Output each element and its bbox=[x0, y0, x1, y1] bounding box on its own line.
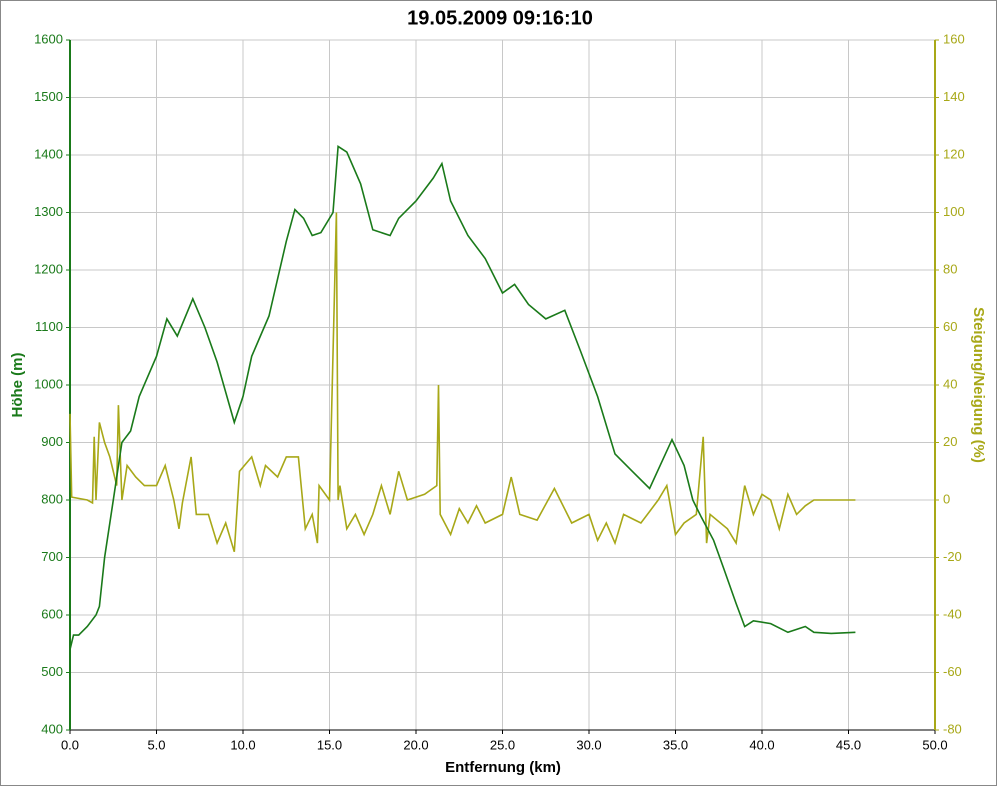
x-axis-label: Entfernung (km) bbox=[445, 759, 561, 776]
y2-tick-label: -80 bbox=[943, 721, 962, 736]
x-tick-label: 45.0 bbox=[836, 737, 861, 752]
x-tick-label: 15.0 bbox=[317, 737, 342, 752]
x-tick-label: 25.0 bbox=[490, 737, 515, 752]
y-tick-label: 700 bbox=[41, 549, 63, 564]
y-tick-label: 900 bbox=[41, 434, 63, 449]
y2-tick-label: 140 bbox=[943, 89, 965, 104]
y2-tick-label: 40 bbox=[943, 376, 957, 391]
y2-tick-label: 80 bbox=[943, 261, 957, 276]
y-tick-label: 1500 bbox=[34, 89, 63, 104]
x-tick-label: 10.0 bbox=[230, 737, 255, 752]
chart-title: 19.05.2009 09:16:10 bbox=[407, 7, 593, 29]
x-tick-label: 50.0 bbox=[922, 737, 947, 752]
y2-tick-label: 0 bbox=[943, 491, 950, 506]
y2-tick-label: 120 bbox=[943, 146, 965, 161]
x-tick-label: 35.0 bbox=[663, 737, 688, 752]
y-tick-label: 800 bbox=[41, 491, 63, 506]
x-tick-label: 20.0 bbox=[403, 737, 428, 752]
y-tick-label: 500 bbox=[41, 664, 63, 679]
data-line bbox=[69, 144, 856, 650]
y-tick-label: 1100 bbox=[35, 319, 63, 334]
x-tick-label: 30.0 bbox=[576, 737, 601, 752]
y2-tick-label: 60 bbox=[943, 319, 957, 334]
y-axis-label: Höhe (m) bbox=[9, 353, 26, 418]
x-tick-label: 40.0 bbox=[749, 737, 774, 752]
y2-tick-label: -40 bbox=[943, 606, 962, 621]
y2-tick-label: 20 bbox=[943, 434, 957, 449]
y-tick-label: 1200 bbox=[34, 261, 63, 276]
y-tick-label: 400 bbox=[41, 721, 63, 736]
y-tick-label: 1300 bbox=[34, 204, 63, 219]
y2-axis-label: Steigung/Neigung (%) bbox=[970, 307, 987, 463]
y-tick-label: 1000 bbox=[34, 376, 63, 391]
x-tick-label: 0.0 bbox=[61, 737, 79, 752]
y2-tick-label: -60 bbox=[943, 664, 962, 679]
x-tick-label: 5.0 bbox=[147, 737, 165, 752]
y2-tick-label: 160 bbox=[943, 31, 965, 46]
y-tick-label: 1600 bbox=[34, 31, 63, 46]
y-tick-label: 1400 bbox=[34, 146, 63, 161]
data-line bbox=[69, 212, 856, 553]
y2-tick-label: 100 bbox=[943, 204, 965, 219]
y-tick-label: 600 bbox=[41, 606, 63, 621]
y2-tick-label: -20 bbox=[943, 549, 962, 564]
